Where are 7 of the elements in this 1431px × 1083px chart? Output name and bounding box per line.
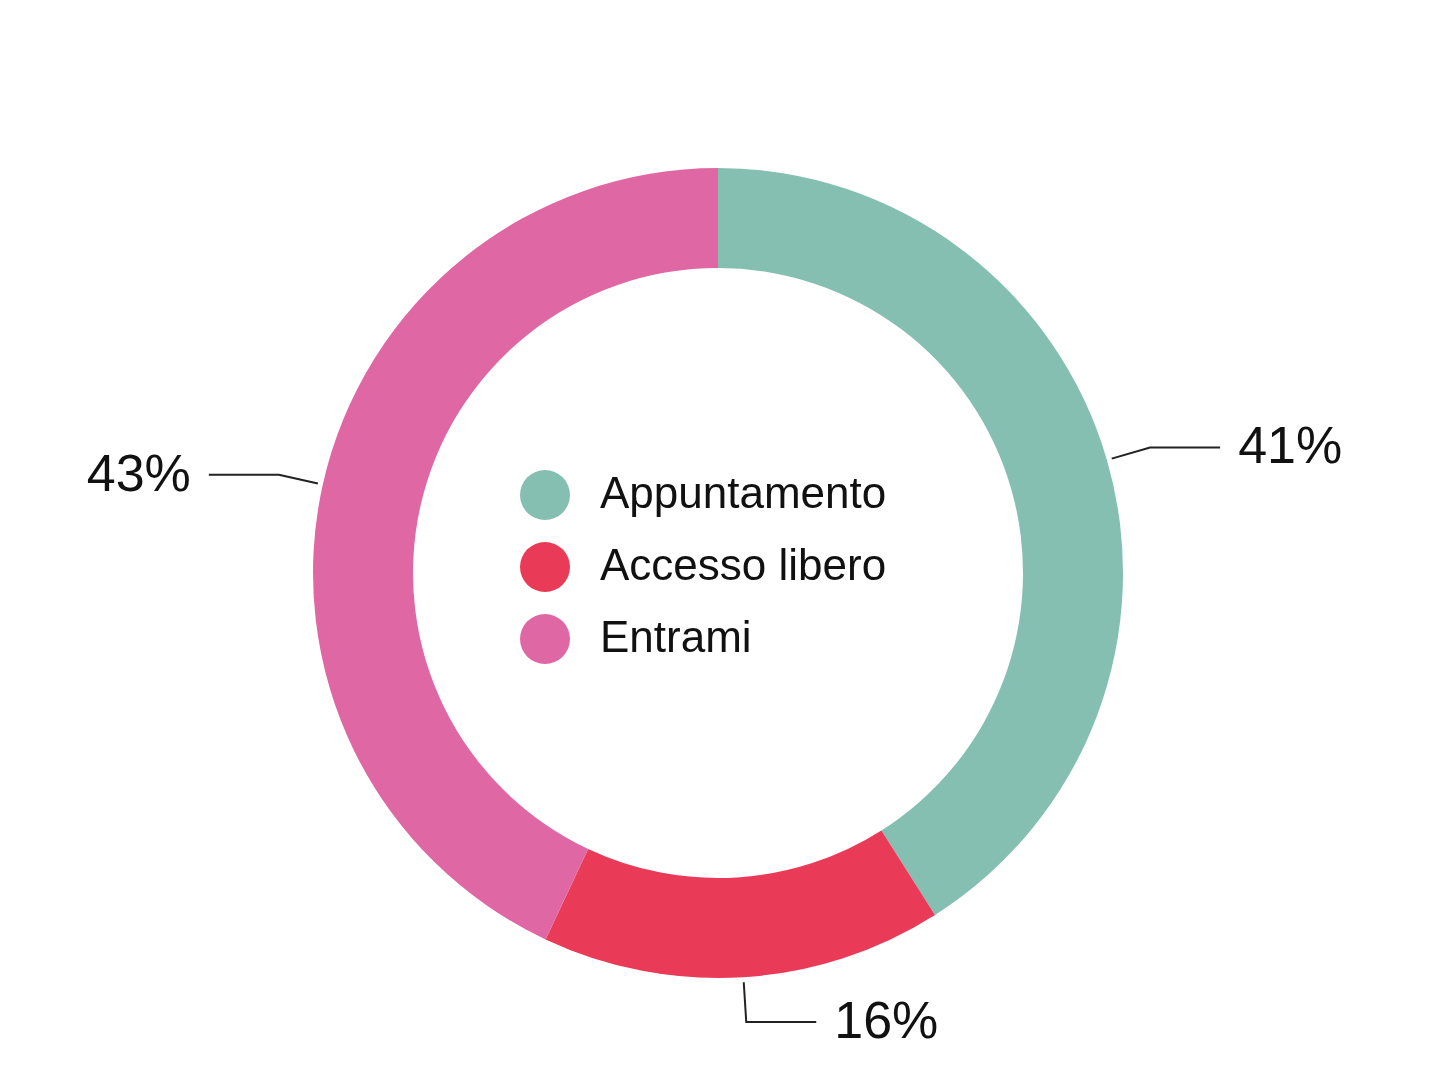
legend-label: Accesso libero [600,540,887,589]
data-label: 41% [1238,416,1343,475]
donut-slice [545,830,936,978]
legend-label: Appuntamento [600,468,887,517]
data-label: 16% [834,991,939,1050]
legend-label: Entrami [600,612,752,661]
data-label: 43% [86,443,191,502]
